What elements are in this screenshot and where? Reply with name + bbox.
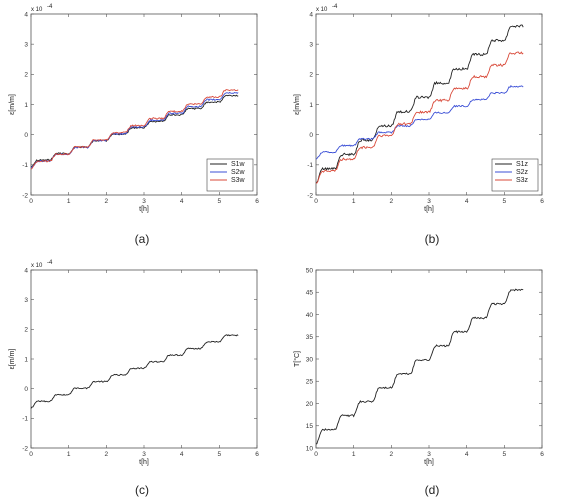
- x-tick-label: 6: [540, 451, 544, 458]
- x-tick-label: 0: [314, 198, 318, 205]
- plot-frame: [30, 269, 258, 449]
- y-tick-label: 4: [24, 267, 28, 274]
- x-tick-label: 6: [255, 198, 259, 205]
- y-tick-label: -2: [307, 192, 313, 199]
- x-tick-label: 0: [314, 451, 318, 458]
- x-tick-label: 3: [427, 198, 431, 205]
- y-tick-label: 45: [306, 290, 314, 297]
- panel-caption: (d): [425, 483, 440, 497]
- legend-entry: S3w: [231, 177, 246, 184]
- y-tick-label: 4: [309, 11, 313, 18]
- y-tick-label: -2: [22, 192, 28, 199]
- x-tick-label: 4: [465, 451, 469, 458]
- x-tick-label: 4: [465, 198, 469, 205]
- y-tick-label: -1: [307, 162, 313, 169]
- y-tick-label: 15: [306, 423, 314, 430]
- y-tick-label: 1: [24, 102, 28, 109]
- x-axis-label: t[h]: [424, 206, 434, 213]
- y-tick-label: 2: [24, 72, 28, 79]
- y-tick-label: 30: [306, 356, 314, 363]
- x-tick-label: 2: [390, 198, 394, 205]
- y-tick-label: 0: [24, 386, 28, 393]
- series-line-S2z: [315, 84, 524, 160]
- axis-exponent-power: -4: [332, 4, 338, 10]
- x-tick-label: 5: [503, 198, 507, 205]
- y-tick-label: 25: [306, 379, 314, 386]
- x-tick-label: 6: [255, 451, 259, 458]
- x-tick-label: 1: [67, 451, 71, 458]
- x-axis-label: t[h]: [139, 206, 149, 213]
- y-tick-label: 0: [309, 132, 313, 139]
- y-axis-label: ε[m/m]: [9, 94, 16, 115]
- y-tick-label: 1: [309, 102, 313, 109]
- x-axis-label: t[h]: [139, 459, 149, 466]
- y-tick-label: 35: [306, 334, 314, 341]
- series-line-S3z: [316, 51, 524, 184]
- axis-exponent: x 10: [31, 263, 43, 269]
- x-tick-label: 2: [105, 198, 109, 205]
- y-axis-label: ε[m/m]: [294, 94, 301, 115]
- x-tick-label: 3: [427, 451, 431, 458]
- legend-entry: S2z: [516, 169, 529, 176]
- series-line-data: [315, 288, 524, 445]
- series-line-S2w: [30, 91, 239, 169]
- y-tick-label: 0: [24, 132, 28, 139]
- y-tick-label: -2: [22, 445, 28, 452]
- y-tick-label: -1: [22, 162, 28, 169]
- x-tick-label: 1: [67, 198, 71, 205]
- x-tick-label: 5: [218, 451, 222, 458]
- series-line-S1z: [316, 24, 524, 183]
- y-axis-label: ε[m/m]: [9, 349, 16, 370]
- x-tick-label: 0: [29, 198, 33, 205]
- axis-exponent-power: -4: [47, 4, 53, 10]
- y-tick-label: 20: [306, 401, 314, 408]
- legend-entry: S1z: [516, 161, 529, 168]
- series-line-S3w: [30, 89, 239, 170]
- y-tick-label: 4: [24, 11, 28, 18]
- x-tick-label: 3: [142, 198, 146, 205]
- axis-exponent: x 10: [31, 7, 43, 13]
- series-line-data: [30, 334, 239, 409]
- panel-caption: (a): [135, 232, 150, 246]
- x-tick-label: 4: [180, 451, 184, 458]
- x-tick-label: 4: [180, 198, 184, 205]
- y-tick-label: 40: [306, 312, 314, 319]
- x-tick-label: 2: [105, 451, 109, 458]
- axis-exponent-power: -4: [47, 260, 53, 266]
- panel-caption: (c): [135, 483, 149, 497]
- x-tick-label: 6: [540, 198, 544, 205]
- y-tick-label: 1: [24, 356, 28, 363]
- panel-caption: (b): [425, 232, 440, 246]
- x-tick-label: 0: [29, 451, 33, 458]
- x-tick-label: 5: [218, 198, 222, 205]
- x-tick-label: 1: [352, 451, 356, 458]
- y-tick-label: -1: [22, 416, 28, 423]
- legend-entry: S3z: [516, 177, 529, 184]
- legend-entry: S1w: [231, 161, 246, 168]
- x-tick-label: 5: [503, 451, 507, 458]
- y-tick-label: 3: [309, 41, 313, 48]
- y-tick-label: 2: [24, 327, 28, 334]
- y-axis-label: T[°C]: [293, 351, 301, 367]
- x-tick-label: 3: [142, 451, 146, 458]
- legend-entry: S2w: [231, 169, 246, 176]
- x-tick-label: 2: [390, 451, 394, 458]
- series-line-S1w: [30, 94, 239, 168]
- x-axis-label: t[h]: [424, 459, 434, 466]
- y-tick-label: 3: [24, 297, 28, 304]
- x-tick-label: 1: [352, 198, 356, 205]
- axis-exponent: x 10: [316, 7, 328, 13]
- y-tick-label: 3: [24, 41, 28, 48]
- y-tick-label: 10: [306, 445, 314, 452]
- y-tick-label: 2: [309, 72, 313, 79]
- y-tick-label: 50: [306, 267, 314, 274]
